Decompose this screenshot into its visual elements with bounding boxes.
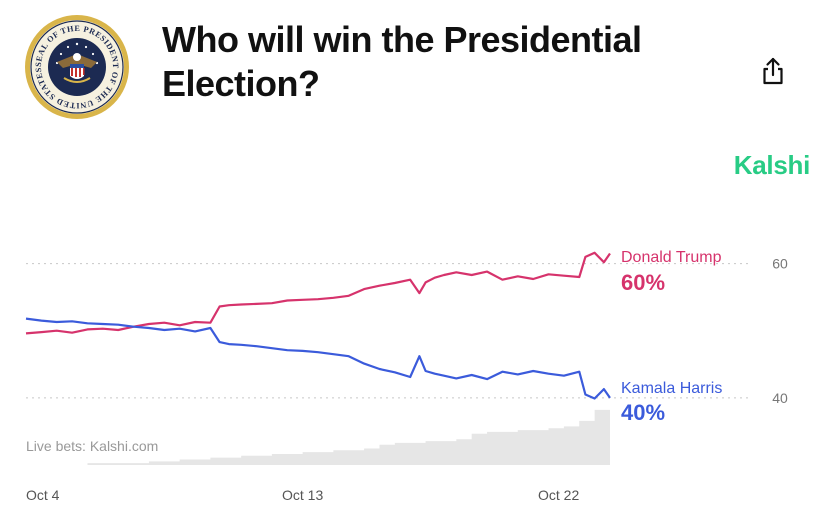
series-name-trump: Donald Trump <box>621 249 722 266</box>
x-tick-label: Oct 13 <box>282 487 323 503</box>
page-title: Who will win the Presidential Election? <box>162 19 642 104</box>
volume-area <box>26 408 610 465</box>
x-tick-label: Oct 4 <box>26 487 60 503</box>
y-tick-label-60: 60 <box>772 256 788 272</box>
presidential-seal-logo: SEAL OF THE PRESIDENT OF THE UNITED STAT… <box>25 15 129 119</box>
share-icon[interactable] <box>760 56 786 86</box>
series-value-harris: 40% <box>621 400 665 425</box>
series-line-trump <box>25 251 611 335</box>
y-tick-label-40: 40 <box>772 390 788 406</box>
x-tick-label: Oct 22 <box>538 487 579 503</box>
kalshi-brand-logo: Kalshi <box>733 150 811 180</box>
series-name-harris: Kamala Harris <box>621 380 722 397</box>
series-line-harris <box>25 317 611 400</box>
live-bets-annotation: Live bets: Kalshi.com <box>26 438 158 454</box>
series-value-trump: 60% <box>621 270 665 295</box>
